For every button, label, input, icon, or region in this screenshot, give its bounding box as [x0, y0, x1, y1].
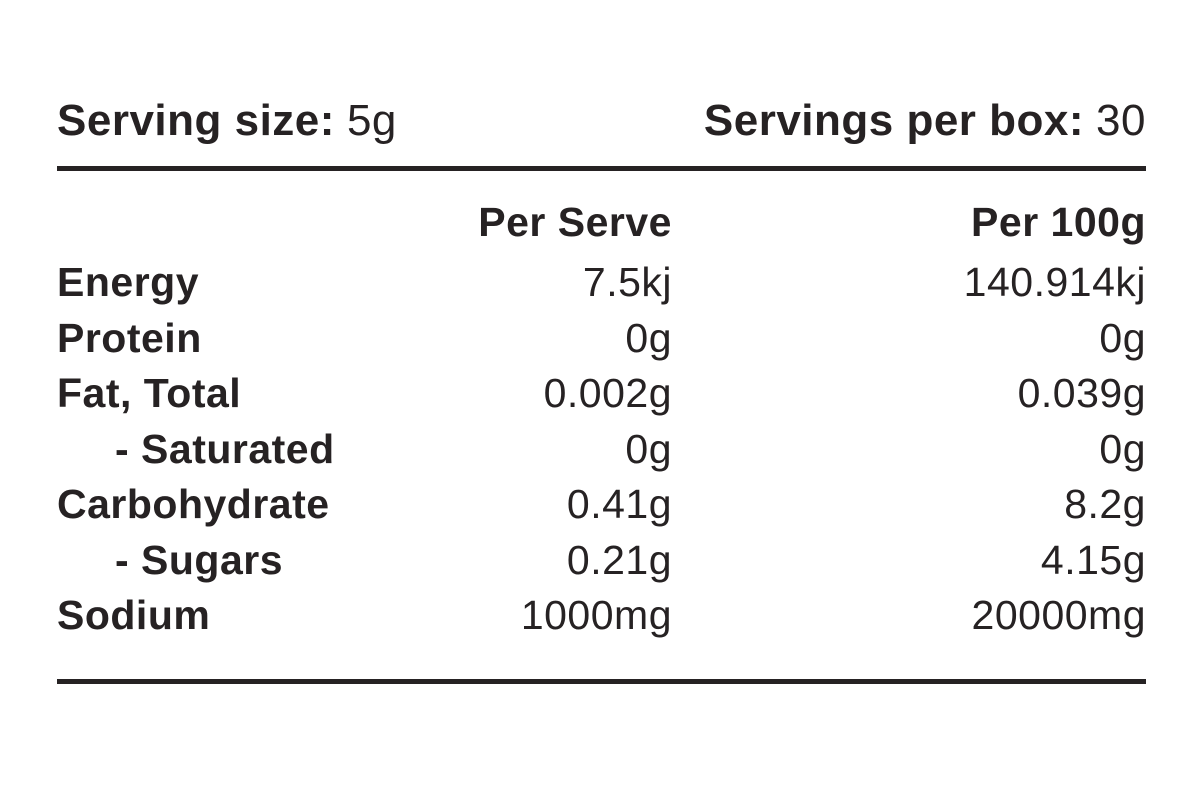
servings-per-box-value: 30 [1096, 96, 1146, 145]
serving-size-value: 5g [346, 96, 397, 145]
per-100g-value: 140.914kj [963, 259, 1146, 306]
column-header-per-100g: Per 100g [971, 198, 1146, 245]
per-100g-value: 8.2g [1064, 481, 1146, 528]
per-serve-value: 0.002g [543, 370, 672, 417]
per-100g-value: 0g [1099, 314, 1146, 361]
nutrient-label: Fat, Total [57, 370, 242, 417]
nutrition-table-body: Energy 7.5kj 140.914kj Protein 0g 0g Fat… [57, 255, 1146, 644]
nutrient-label: - Sugars [115, 536, 284, 583]
column-header-per-serve: Per Serve [478, 198, 672, 245]
table-row: - Saturated 0g 0g [57, 422, 1146, 478]
per-100g-value: 20000mg [971, 592, 1146, 639]
per-100g-value: 0g [1099, 425, 1146, 472]
serving-info-row: Serving size: 5g Servings per box: 30 [57, 99, 1146, 143]
nutrient-label: Sodium [57, 592, 211, 639]
nutrient-label: Protein [57, 314, 202, 361]
serving-size: Serving size: 5g [57, 99, 397, 143]
per-serve-value: 0g [625, 314, 672, 361]
per-serve-value: 7.5kj [582, 259, 672, 306]
per-100g-value: 0.039g [1017, 370, 1146, 417]
nutrient-label: - Saturated [115, 425, 335, 472]
nutrition-panel: Serving size: 5g Servings per box: 30 Per … [0, 99, 1201, 800]
servings-per-box-label: Servings per box: [703, 96, 1085, 145]
per-serve-value: 0.41g [566, 481, 672, 528]
table-row: Protein 0g 0g [57, 311, 1146, 367]
table-row: Fat, Total 0.002g 0.039g [57, 366, 1146, 422]
per-serve-value: 0g [625, 425, 672, 472]
table-row: Sodium 1000mg 20000mg [57, 588, 1146, 644]
top-divider [57, 166, 1146, 171]
per-serve-value: 0.21g [566, 536, 672, 583]
table-row: Energy 7.5kj 140.914kj [57, 255, 1146, 311]
per-100g-value: 4.15g [1040, 536, 1146, 583]
serving-size-label: Serving size: [57, 96, 335, 145]
per-serve-value: 1000mg [520, 592, 672, 639]
table-row: - Sugars 0.21g 4.15g [57, 533, 1146, 589]
bottom-divider [57, 678, 1146, 684]
nutrient-label: Energy [57, 259, 199, 306]
table-row: Carbohydrate 0.41g 8.2g [57, 477, 1146, 533]
table-header-row: Per Serve Per 100g [57, 201, 1146, 243]
nutrient-label: Carbohydrate [57, 481, 330, 528]
servings-per-box: Servings per box: 30 [704, 99, 1146, 143]
